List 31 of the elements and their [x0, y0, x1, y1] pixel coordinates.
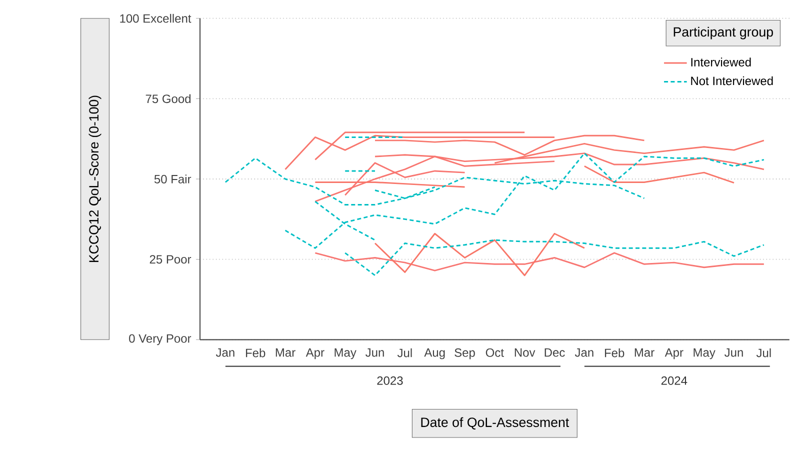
x-tick-label: Feb [604, 348, 624, 358]
y-tick-label: 0 Very Poor [129, 334, 192, 346]
y-tick-label: 25 Poor [150, 255, 192, 264]
x-tick-label: Feb [246, 348, 266, 358]
legend-label: Not Interviewed [691, 76, 773, 86]
y-tick-label: 75 Good [146, 94, 190, 104]
x-tick-label: Mar [276, 348, 296, 357]
x-tick-label: Jul [756, 348, 771, 358]
x-tick-label: Apr [306, 348, 324, 360]
x-axis-title: Date of QoL-Assessment [421, 417, 570, 430]
x-tick-label: Jan [216, 348, 234, 357]
x-tick-label: Jul [397, 348, 412, 358]
x-tick-label: Aug [424, 348, 445, 360]
y-axis-title: KCCQ12 QoL-Score (0-100) [88, 96, 102, 262]
legend-title: Participant group [674, 26, 773, 40]
text: 2023 [377, 376, 403, 385]
x-tick-label: Oct [486, 348, 504, 357]
x-tick-label: Apr [664, 348, 684, 360]
x-tick-label: Jun [366, 348, 384, 357]
x-tick-label: Sep [454, 348, 475, 360]
text: 2024 [661, 376, 688, 385]
x-tick-label: Mar [634, 348, 654, 357]
x-tick-label: Nov [514, 348, 536, 357]
x-tick-label: May [334, 348, 356, 360]
x-tick-label: Jan [574, 348, 594, 357]
y-tick-label: 100 Excellent [120, 14, 192, 23]
x-tick-label: May [694, 348, 716, 360]
legend-label: Interviewed [691, 58, 751, 66]
x-tick-label: Dec [544, 348, 565, 357]
y-tick-label: 50 Fair [154, 174, 192, 184]
x-tick-label: Jun [724, 348, 743, 357]
